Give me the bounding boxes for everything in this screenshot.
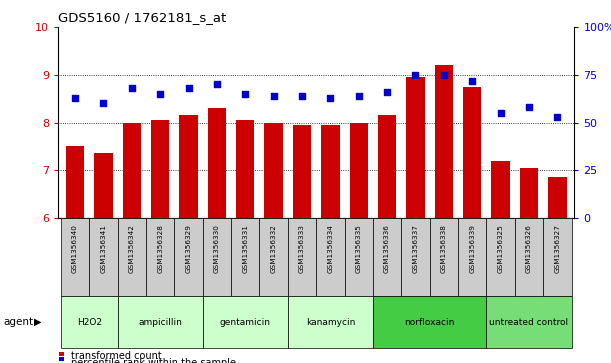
Bar [486,218,514,296]
Bar [208,108,226,218]
Bar [66,146,84,218]
Text: GSM1356337: GSM1356337 [412,224,419,273]
Bar [231,218,260,296]
Bar [378,115,397,218]
Text: GSM1356327: GSM1356327 [554,224,560,273]
Text: GSM1356326: GSM1356326 [526,224,532,273]
Point [240,91,250,97]
Text: agent: agent [3,317,33,327]
Bar [174,218,203,296]
Bar [430,218,458,296]
Bar [203,296,288,348]
Bar [401,218,430,296]
Bar [59,356,64,361]
Text: kanamycin: kanamycin [306,318,355,327]
Text: gentamicin: gentamicin [220,318,271,327]
Bar [491,160,510,218]
Bar [316,218,345,296]
Point [326,95,335,101]
Bar [203,218,231,296]
Bar [349,122,368,218]
Text: ampicillin: ampicillin [138,318,182,327]
Bar [321,125,340,218]
Text: GSM1356333: GSM1356333 [299,224,305,273]
Text: GSM1356342: GSM1356342 [129,224,135,273]
Bar [265,122,283,218]
Bar [293,125,311,218]
Bar [373,296,486,348]
Text: GDS5160 / 1762181_s_at: GDS5160 / 1762181_s_at [58,11,226,24]
Bar [61,296,117,348]
Point [354,93,364,99]
Bar [548,177,566,218]
Bar [236,120,255,218]
Text: GSM1356339: GSM1356339 [469,224,475,273]
Bar [373,218,401,296]
Text: H2O2: H2O2 [77,318,102,327]
Point [98,101,108,106]
Text: GSM1356336: GSM1356336 [384,224,390,273]
Bar [117,218,146,296]
Bar [514,218,543,296]
Text: GSM1356330: GSM1356330 [214,224,220,273]
Bar [117,296,203,348]
Text: GSM1356340: GSM1356340 [72,224,78,273]
Text: percentile rank within the sample: percentile rank within the sample [71,358,236,363]
Point [524,104,534,110]
Bar [94,154,112,218]
Point [269,93,279,99]
Text: GSM1356335: GSM1356335 [356,224,362,273]
Point [297,93,307,99]
Bar [520,168,538,218]
Point [184,85,194,91]
Text: ▶: ▶ [34,317,41,327]
Bar [434,65,453,218]
Bar [260,218,288,296]
Text: norfloxacin: norfloxacin [404,318,455,327]
Point [411,72,420,78]
Bar [123,122,141,218]
Bar [543,218,571,296]
Bar [345,218,373,296]
Bar [486,296,571,348]
Point [439,72,448,78]
Text: GSM1356325: GSM1356325 [497,224,503,273]
Text: GSM1356331: GSM1356331 [243,224,248,273]
Text: GSM1356341: GSM1356341 [100,224,106,273]
Bar [179,115,198,218]
Bar [288,218,316,296]
Bar [406,77,425,218]
Bar [458,218,486,296]
Point [382,89,392,95]
Bar [59,351,64,356]
Point [155,91,165,97]
Text: GSM1356338: GSM1356338 [441,224,447,273]
Text: GSM1356328: GSM1356328 [157,224,163,273]
Text: transformed count: transformed count [71,351,163,361]
Bar [151,120,169,218]
Text: GSM1356332: GSM1356332 [271,224,277,273]
Text: GSM1356334: GSM1356334 [327,224,334,273]
Bar [463,87,481,218]
Bar [89,218,117,296]
Point [496,110,505,116]
Point [467,78,477,83]
Point [552,114,562,120]
Bar [288,296,373,348]
Point [212,81,222,87]
Text: GSM1356329: GSM1356329 [186,224,191,273]
Point [70,95,80,101]
Bar [61,218,89,296]
Bar [146,218,174,296]
Point [127,85,137,91]
Text: untreated control: untreated control [489,318,568,327]
